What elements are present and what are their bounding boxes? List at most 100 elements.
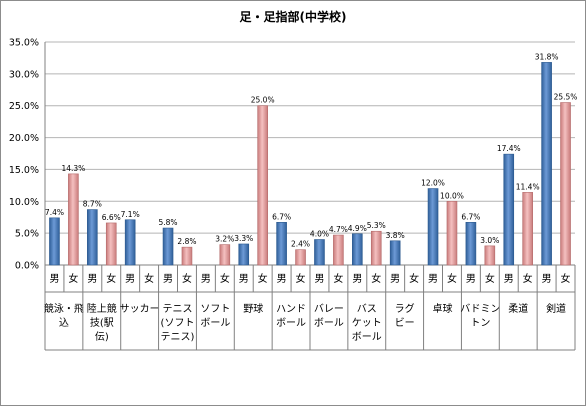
sex-label-female: 女 (182, 272, 192, 285)
data-label: 6.6% (102, 213, 121, 222)
bar-male (541, 62, 552, 266)
sex-label-male: 男 (49, 273, 59, 285)
sex-label-male: 男 (163, 273, 173, 285)
category-label: ボール (314, 317, 344, 329)
sex-label-male: 男 (352, 273, 362, 285)
bar-female (257, 105, 268, 266)
category-label: バレー (314, 303, 344, 315)
category-label: 陸上競 (87, 302, 117, 315)
data-label: 5.3% (367, 221, 386, 230)
sex-label-female: 女 (485, 272, 495, 285)
bar-male (238, 243, 250, 266)
sex-label-male: 男 (314, 273, 324, 285)
data-label: 3.3% (234, 234, 253, 243)
data-label: 3.2% (215, 235, 234, 244)
data-label: 11.4% (516, 182, 540, 191)
bar-female (484, 245, 496, 266)
bar-male (276, 222, 287, 266)
category-label: 剣道 (546, 302, 566, 315)
category-label: ラグ (395, 302, 415, 315)
category-label: 技(駅 (90, 316, 114, 329)
bar-male (49, 217, 60, 266)
sex-label-female: 女 (523, 272, 533, 285)
sex-label-male: 男 (239, 273, 249, 285)
data-label: 10.0% (440, 191, 464, 200)
category-label: ハンド (276, 304, 306, 315)
category-label: テニス) (161, 332, 195, 343)
data-label: 31.8% (535, 52, 559, 61)
category-label: 競泳・飛 (44, 302, 84, 315)
chart-title: 足・足指部(中学校) (240, 9, 347, 24)
bar-female (522, 192, 533, 266)
sex-label-male: 男 (125, 273, 135, 285)
bar-female (68, 173, 79, 266)
bar-male (465, 222, 477, 266)
bar-female (295, 249, 306, 266)
data-label: 3.0% (480, 236, 499, 245)
sex-label-female: 女 (333, 272, 343, 285)
data-label: 25.5% (554, 93, 578, 102)
bar-male (124, 219, 136, 266)
category-label: トン (470, 318, 490, 329)
data-label: 7.4% (45, 208, 64, 217)
bar-female (560, 102, 571, 266)
sex-label-male: 男 (428, 273, 438, 285)
data-label: 17.4% (497, 144, 521, 153)
bar-male (389, 240, 401, 266)
category-label: 卓球 (433, 302, 453, 315)
bar-female (181, 246, 193, 266)
category-label: ボール (352, 331, 382, 343)
sex-label-male: 男 (542, 273, 552, 285)
data-label: 4.7% (329, 225, 348, 234)
category-label: ボール (200, 317, 230, 329)
data-label: 6.7% (272, 212, 291, 221)
bar-male (87, 209, 98, 266)
y-tick-label: 20.0% (9, 133, 39, 144)
y-tick-label: 15.0% (9, 165, 39, 176)
sex-label-female: 女 (409, 272, 419, 285)
sex-label-female: 女 (68, 272, 78, 285)
bar-male (314, 239, 325, 266)
sex-label-female: 女 (258, 272, 268, 285)
data-label: 14.3% (61, 164, 85, 173)
sex-label-female: 女 (296, 272, 306, 285)
category-label: テニス (163, 304, 193, 315)
y-tick-label: 35.0% (9, 38, 39, 49)
bar-male (503, 153, 515, 266)
data-label: 25.0% (251, 96, 275, 105)
sex-label-male: 男 (201, 273, 211, 285)
category-label: 込 (59, 317, 69, 329)
data-label: 7.1% (121, 210, 140, 219)
category-label: ボール (276, 317, 306, 329)
y-tick-label: 30.0% (9, 69, 39, 80)
sex-label-male: 男 (277, 273, 287, 285)
sex-label-female: 女 (144, 272, 154, 285)
data-label: 4.9% (348, 224, 367, 233)
category-label: (ソフト (161, 318, 195, 329)
sex-label-female: 女 (106, 272, 116, 285)
data-label: 3.8% (386, 231, 405, 240)
y-tick-label: 5.0% (15, 229, 39, 240)
y-tick-label: 25.0% (9, 101, 39, 112)
category-label: ソフト (200, 304, 230, 315)
y-tick-label: 0.0% (15, 261, 39, 272)
data-label: 8.7% (83, 200, 102, 209)
bar-male (352, 233, 363, 266)
sex-label-female: 女 (220, 272, 230, 285)
data-label: 2.4% (291, 240, 310, 249)
category-label: ケット (352, 317, 382, 329)
sex-label-female: 女 (561, 272, 571, 285)
sex-label-male: 男 (504, 273, 514, 285)
data-label: 4.0% (310, 230, 329, 239)
bar-female (333, 234, 344, 266)
category-label: サッカー (120, 303, 160, 315)
category-label: バドミン (460, 303, 500, 315)
bar-male (162, 227, 174, 266)
data-label: 12.0% (421, 179, 445, 188)
bar-female (105, 222, 117, 266)
data-label: 2.8% (177, 237, 196, 246)
category-label: 野球 (243, 302, 263, 315)
bar-female (370, 230, 382, 266)
